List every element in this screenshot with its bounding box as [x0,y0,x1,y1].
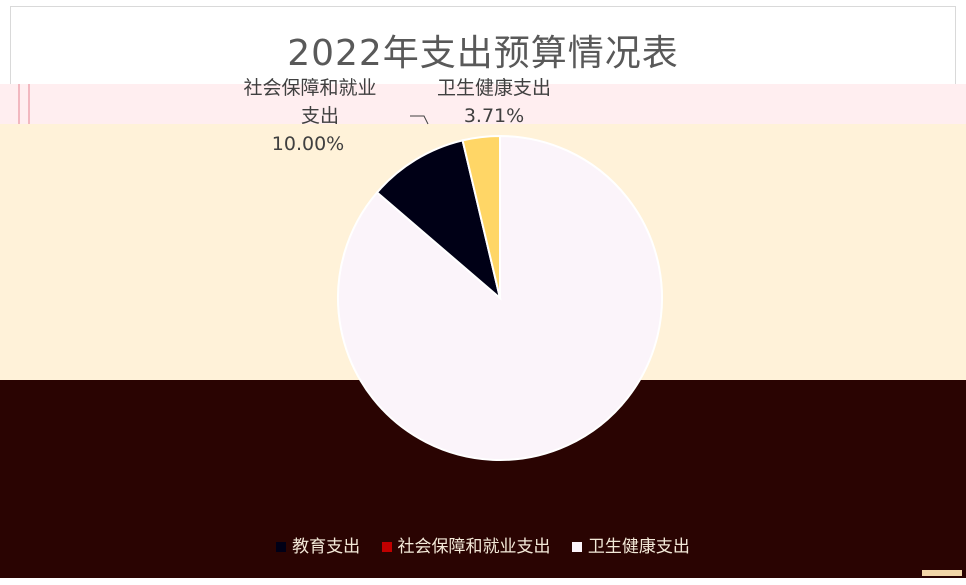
legend-swatch [276,542,287,552]
pink-band [0,84,966,124]
legend-label: 社会保障和就业支出 [397,537,551,557]
leader-line [410,115,429,125]
chart-title: 2022年支出预算情况表 [287,33,679,74]
data-label: 3.71% [464,105,524,127]
legend-swatch [381,542,392,552]
data-label: 支出 [301,105,339,127]
data-labels: 社会保障和就业支出 10.00% 卫生健康支出 3.71% [243,77,551,155]
legend: 教育支出 社会保障和就业支出 卫生健康支出 [0,532,966,557]
legend-label: 卫生健康支出 [587,537,690,557]
corner-mark [922,570,962,576]
pie-slices [337,134,663,461]
legend-item: 教育支出 [276,532,360,557]
data-label: 10.00% [272,133,344,155]
data-label: 社会保障和就业 [243,77,376,99]
legend-label: 教育支出 [292,537,361,557]
legend-item: 社会保障和就业支出 [381,532,551,557]
pie-slice [375,139,502,301]
pink-divider [18,84,20,124]
pie-slice [461,134,501,299]
pink-divider [28,84,30,124]
data-label: 卫生健康支出 [437,77,551,99]
legend-swatch [571,542,582,552]
legend-item: 卫生健康支出 [571,532,690,557]
